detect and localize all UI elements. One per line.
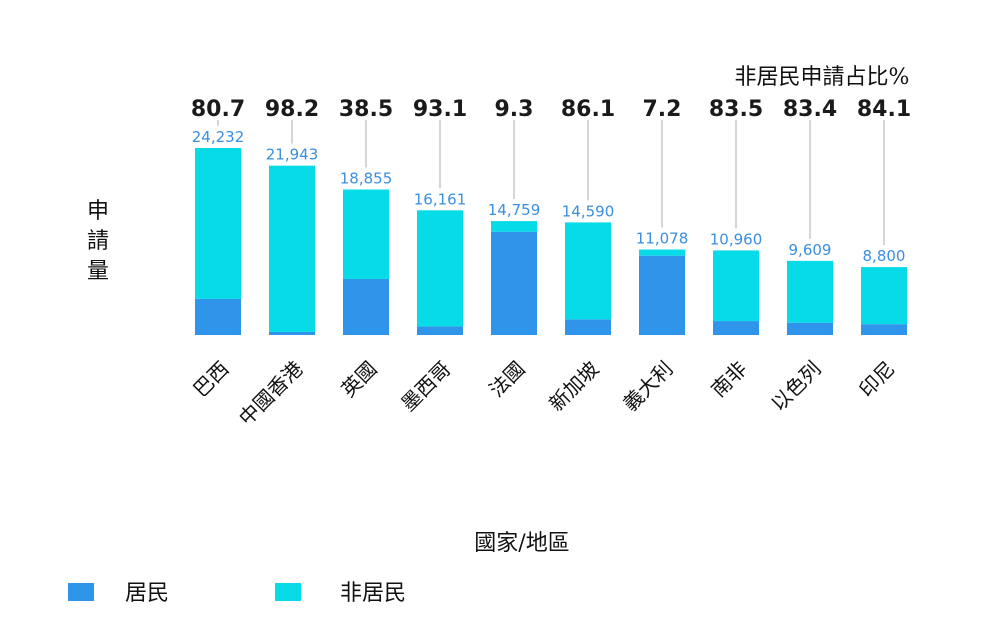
x-tick-label: 以色列 (766, 357, 825, 416)
bar-nonresident (713, 250, 759, 321)
share-label: 7.2 (643, 97, 682, 122)
bar-resident (417, 326, 463, 335)
y-axis-label-char: 申 (87, 199, 109, 224)
total-label: 14,590 (562, 202, 615, 220)
x-tick-label: 中國香港 (234, 357, 308, 431)
share-label: 98.2 (265, 97, 319, 122)
bar-resident (343, 279, 389, 335)
bar-nonresident (417, 210, 463, 326)
x-tick-label: 義大利 (618, 357, 677, 416)
share-labels: 80.7 98.2 38.5 93.1 9.3 86.1 7.2 83.5 83.4 84.1 (191, 97, 911, 122)
y-axis-label: 申請量 (87, 199, 109, 284)
total-label: 18,855 (340, 169, 393, 187)
share-label: 84.1 (857, 97, 911, 122)
bar-resident (565, 319, 611, 335)
bar-resident (269, 332, 315, 335)
stacked-bar-chart: 非居民申請占比% 申請量 24,232 21,943 18,855 16,161 14,… (0, 0, 987, 635)
share-label: 83.5 (709, 97, 763, 122)
bar-nonresident (639, 250, 685, 256)
x-tick-label: 英國 (336, 357, 381, 402)
x-tick-labels: 巴西中國香港英國墨西哥法國新加坡義大利南非以色列印尼 (188, 357, 899, 431)
x-axis-label: 國家/地區 (474, 531, 569, 556)
x-tick-label: 新加坡 (544, 357, 603, 416)
bar-resident (787, 323, 833, 335)
total-label: 21,943 (266, 146, 319, 164)
bar-nonresident (269, 166, 315, 332)
bar-resident (861, 324, 907, 335)
share-label: 9.3 (495, 97, 534, 122)
x-tick-label: 南非 (706, 357, 751, 402)
legend-swatch-nonresident (275, 583, 301, 601)
bar-nonresident (343, 189, 389, 278)
total-label: 8,800 (863, 247, 906, 265)
bar-nonresident (565, 222, 611, 319)
share-label: 83.4 (783, 97, 837, 122)
share-title: 非居民申請占比% (735, 65, 910, 90)
total-label: 9,609 (789, 241, 832, 259)
leader-lines (218, 120, 884, 245)
share-label: 93.1 (413, 97, 467, 122)
bar-nonresident (491, 221, 537, 232)
total-label: 24,232 (192, 128, 245, 146)
x-tick-label: 法國 (484, 357, 529, 402)
x-tick-label: 印尼 (854, 357, 899, 402)
y-axis-label-char: 請 (87, 229, 109, 254)
total-label: 16,161 (414, 190, 467, 208)
share-label: 80.7 (191, 97, 245, 122)
bar-nonresident (861, 267, 907, 324)
legend-label-nonresident: 非居民 (340, 581, 406, 606)
x-tick-label: 巴西 (188, 357, 233, 402)
total-label: 14,759 (488, 201, 541, 219)
bar-nonresident (195, 148, 241, 299)
x-tick-label: 墨西哥 (396, 357, 455, 416)
bar-resident (639, 256, 685, 335)
share-label: 86.1 (561, 97, 615, 122)
legend-label-resident: 居民 (125, 581, 169, 606)
share-label: 38.5 (339, 97, 393, 122)
bar-nonresident (787, 261, 833, 323)
total-label: 10,960 (710, 230, 763, 248)
bar-resident (713, 321, 759, 335)
bar-resident (195, 299, 241, 335)
total-label: 11,078 (636, 230, 689, 248)
legend-swatch-resident (68, 583, 94, 601)
legend: 居民 非居民 (68, 581, 406, 606)
y-axis-label-char: 量 (87, 259, 109, 284)
bar-resident (491, 232, 537, 335)
